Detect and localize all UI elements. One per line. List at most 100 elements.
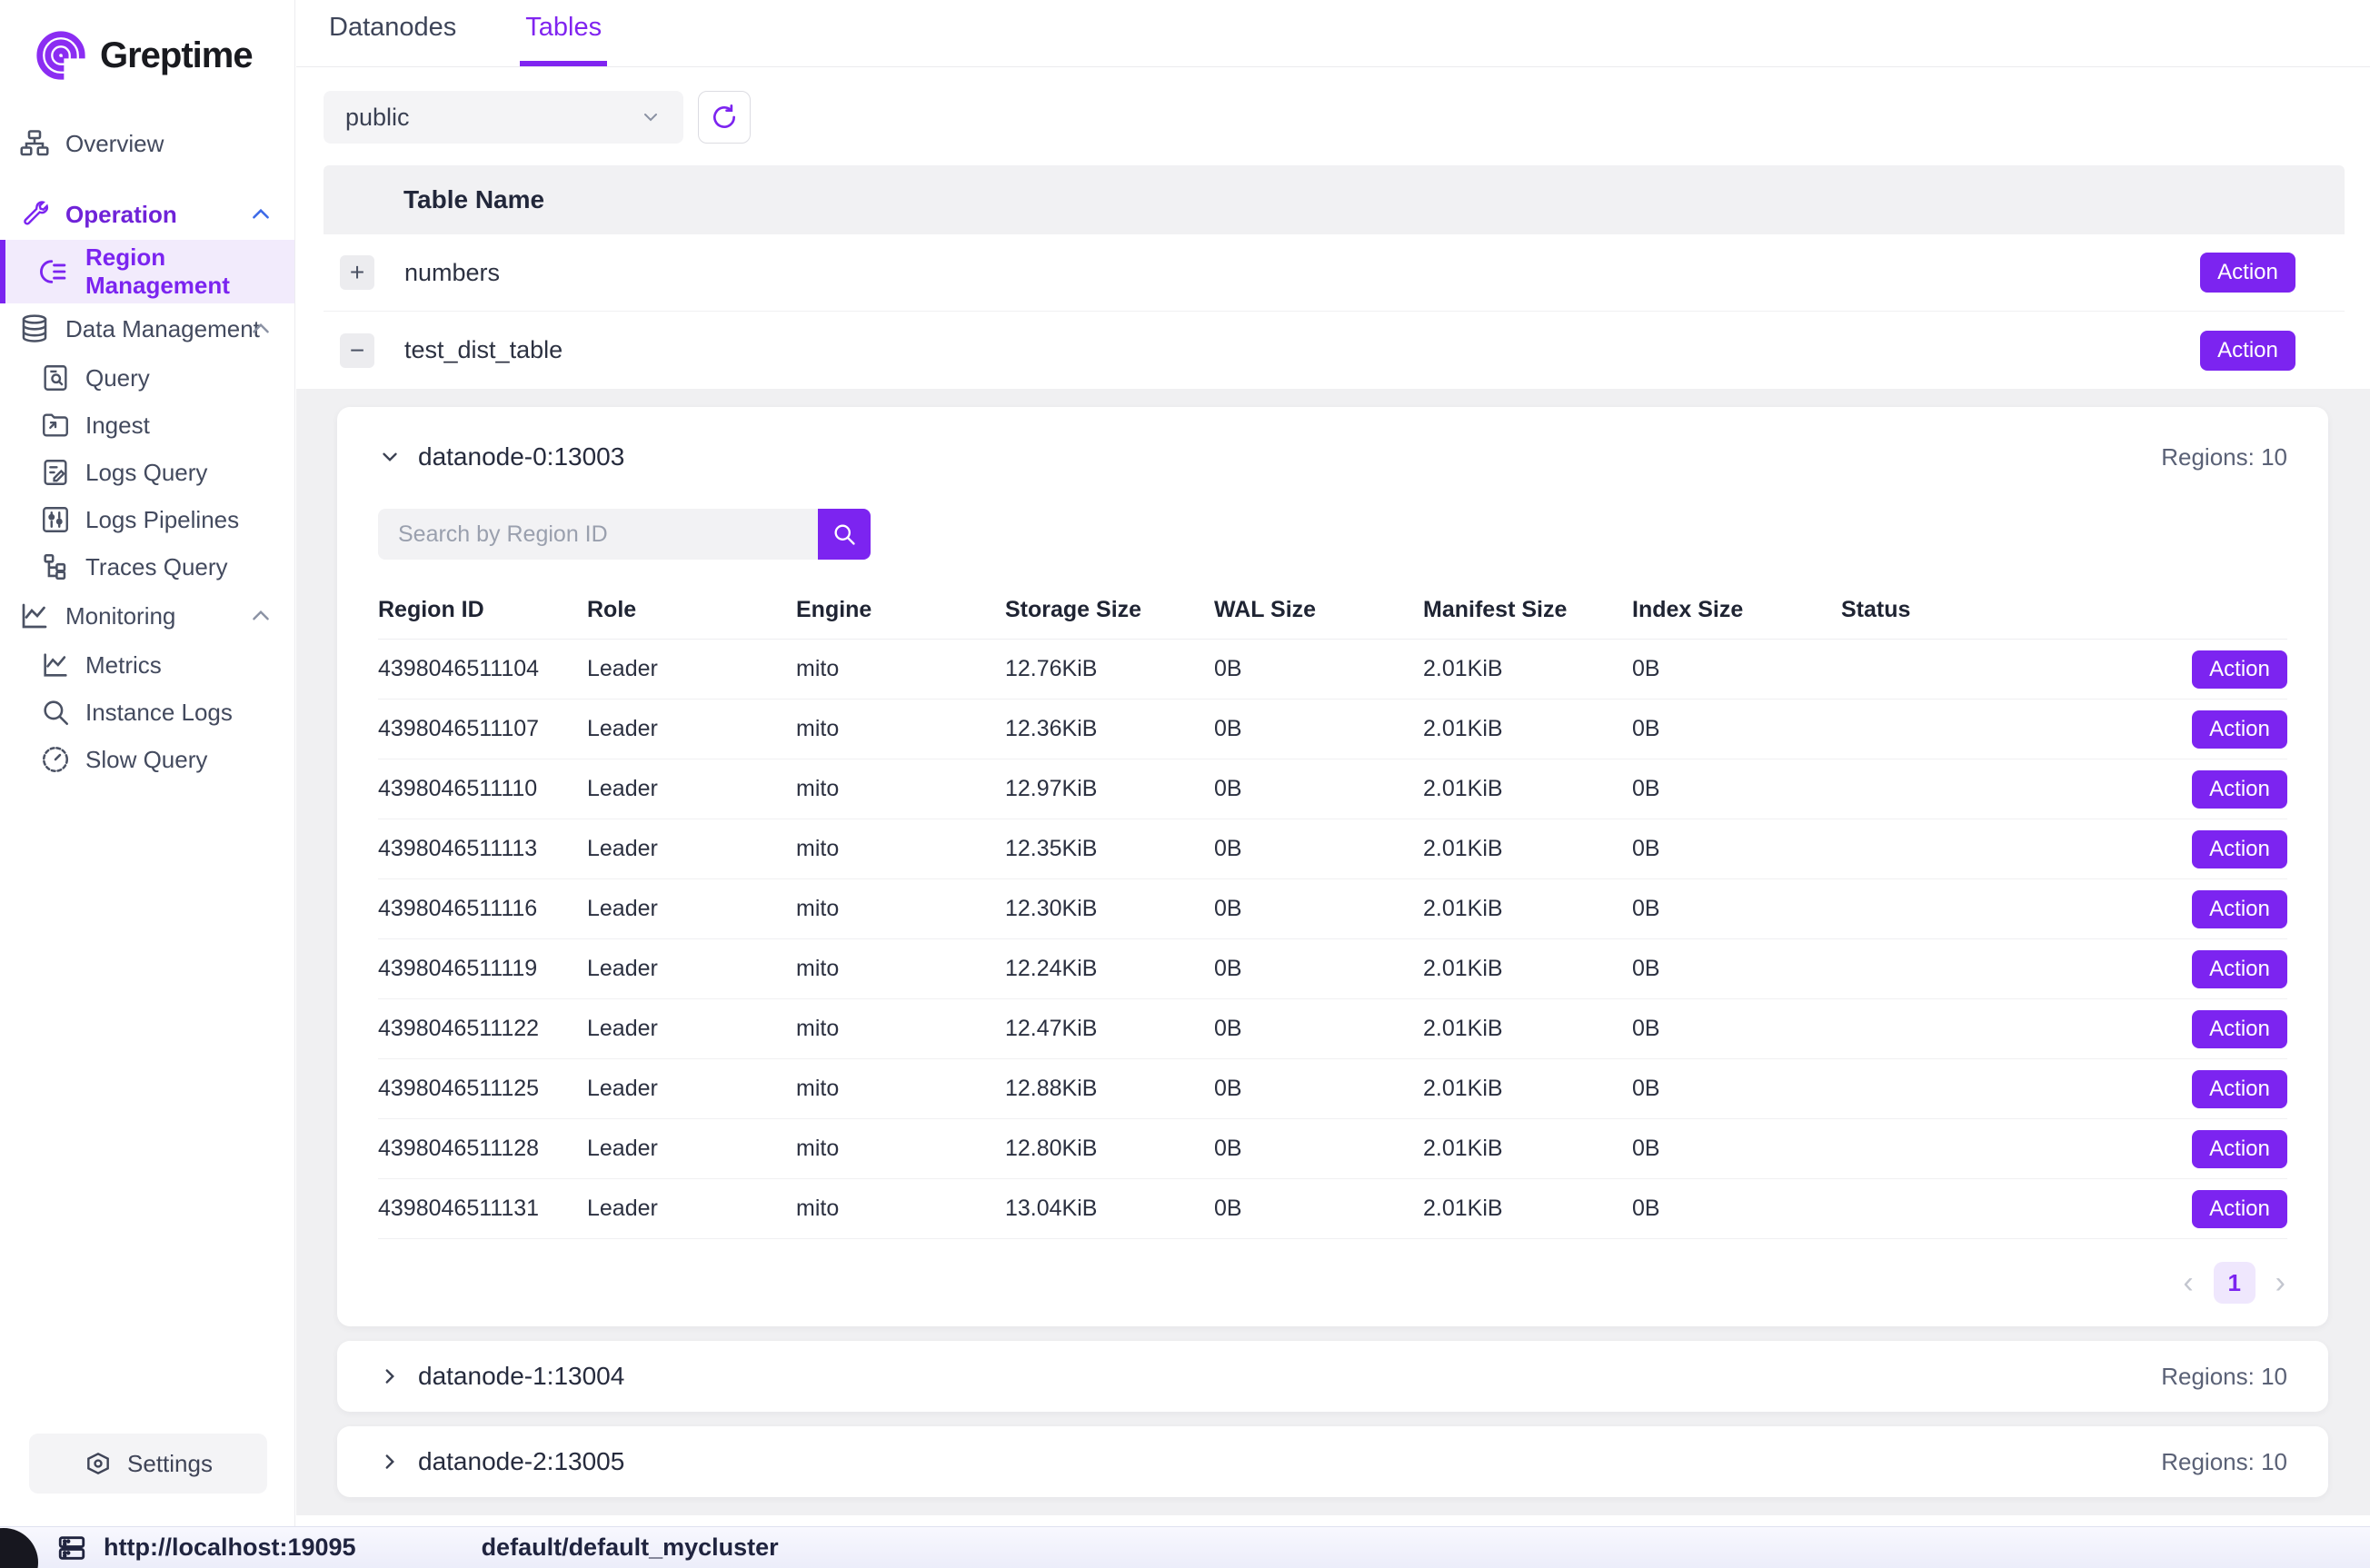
chevron-right-icon[interactable]: ›	[2275, 1265, 2285, 1300]
collapse-minus-icon[interactable]: −	[340, 332, 374, 368]
action-button[interactable]: Action	[2192, 710, 2287, 749]
cell-wal: 0B	[1214, 1196, 1242, 1221]
action-button[interactable]: Action	[2192, 889, 2287, 928]
sidebar-item-label: Instance Logs	[85, 698, 233, 726]
sidebar-item-data-management[interactable]: Data Management	[0, 303, 294, 354]
cell-index: 0B	[1632, 836, 1660, 861]
sidebar-item-operation[interactable]: Operation	[0, 189, 294, 240]
settings-icon	[84, 1449, 113, 1478]
tables-list: Table Name + numbers Action − test_dist_…	[296, 165, 2370, 389]
wrench-icon	[18, 198, 51, 231]
datanode-title: datanode-1:13004	[418, 1362, 625, 1390]
greptime-spiral-icon	[33, 27, 89, 84]
sidebar-item-label: Ingest	[85, 411, 150, 439]
datanode-0-header[interactable]: datanode-0:13003 Regions: 10	[378, 429, 2287, 485]
action-button[interactable]: Action	[2192, 829, 2287, 868]
cell-region-id: 4398046511119	[378, 956, 538, 981]
schema-select[interactable]: public	[324, 91, 683, 144]
datanode-1-card[interactable]: datanode-1:13004 Regions: 10	[337, 1341, 2328, 1412]
col-wal-size: WAL Size	[1214, 597, 1317, 622]
region-row: 4398046511125 Leader mito 12.88KiB 0B 2.…	[378, 1059, 2287, 1119]
action-button[interactable]: Action	[2192, 1009, 2287, 1048]
col-index-size: Index Size	[1632, 597, 1744, 622]
sidebar-item-query[interactable]: Query	[0, 354, 294, 402]
sidebar-item-slow-query[interactable]: Slow Query	[0, 736, 294, 783]
cell-wal: 0B	[1214, 776, 1242, 801]
cell-wal: 0B	[1214, 716, 1242, 741]
col-engine: Engine	[796, 597, 872, 622]
folder-arrow-icon	[40, 410, 71, 441]
chevron-up-icon[interactable]	[249, 317, 273, 341]
cell-wal: 0B	[1214, 896, 1242, 921]
cell-role: Leader	[587, 1196, 658, 1221]
region-row: 4398046511110 Leader mito 12.97KiB 0B 2.…	[378, 759, 2287, 819]
refresh-button[interactable]	[698, 91, 751, 144]
cell-engine: mito	[796, 1136, 840, 1161]
doc-pen-icon	[40, 457, 71, 488]
sidebar-item-region-management[interactable]: Region Management	[0, 240, 294, 303]
tab-tables[interactable]: Tables	[520, 13, 608, 66]
action-button[interactable]: Action	[2192, 1069, 2287, 1108]
action-button[interactable]: Action	[2192, 650, 2287, 689]
region-search-input[interactable]	[378, 509, 818, 560]
action-button[interactable]: Action	[2192, 769, 2287, 809]
refresh-icon	[710, 103, 739, 132]
page-1-button[interactable]: 1	[2213, 1262, 2255, 1304]
cell-role: Leader	[587, 896, 658, 921]
logo-text: Greptime	[100, 35, 254, 75]
cell-role: Leader	[587, 1136, 658, 1161]
cell-index: 0B	[1632, 656, 1660, 681]
datanode-2-card[interactable]: datanode-2:13005 Regions: 10	[337, 1426, 2328, 1497]
region-row: 4398046511113 Leader mito 12.35KiB 0B 2.…	[378, 819, 2287, 879]
sitemap-icon	[18, 127, 51, 160]
sidebar: Greptime Overview Operation	[0, 0, 295, 1526]
sidebar-item-metrics[interactable]: Metrics	[0, 641, 294, 689]
cell-storage: 12.97KiB	[1005, 776, 1098, 801]
cell-index: 0B	[1632, 896, 1660, 921]
action-button[interactable]: Action	[2192, 1189, 2287, 1228]
sidebar-item-label: Metrics	[85, 650, 162, 679]
greptime-logo: Greptime	[0, 0, 294, 94]
metrics-chart-icon	[40, 650, 71, 680]
cell-manifest: 2.01KiB	[1423, 776, 1503, 801]
sidebar-item-monitoring[interactable]: Monitoring	[0, 590, 294, 641]
sidebar-item-traces-query[interactable]: Traces Query	[0, 543, 294, 590]
sidebar-item-logs-pipelines[interactable]: Logs Pipelines	[0, 496, 294, 543]
cell-manifest: 2.01KiB	[1423, 1136, 1503, 1161]
chevron-up-icon[interactable]	[249, 604, 273, 628]
cell-role: Leader	[587, 836, 658, 861]
cell-role: Leader	[587, 1016, 658, 1041]
sidebar-item-instance-logs[interactable]: Instance Logs	[0, 689, 294, 736]
cell-manifest: 2.01KiB	[1423, 956, 1503, 981]
tables-list-bottom: + test_dist_table1 Action	[296, 1515, 2370, 1526]
cell-storage: 12.36KiB	[1005, 716, 1098, 741]
cluster-name: default/default_mycluster	[481, 1533, 779, 1561]
action-button[interactable]: Action	[2200, 330, 2295, 371]
cell-index: 0B	[1632, 1016, 1660, 1041]
action-button[interactable]: Action	[2192, 949, 2287, 988]
expand-plus-icon[interactable]: +	[340, 255, 374, 290]
action-button[interactable]: Action	[2192, 1129, 2287, 1168]
chevron-up-icon[interactable]	[249, 203, 273, 226]
sidebar-item-overview[interactable]: Overview	[0, 118, 294, 169]
cell-storage: 12.76KiB	[1005, 656, 1098, 681]
cell-index: 0B	[1632, 1136, 1660, 1161]
server-url[interactable]: http://localhost:19095	[104, 1533, 356, 1561]
tab-datanodes[interactable]: Datanodes	[329, 13, 457, 42]
cell-storage: 12.80KiB	[1005, 1136, 1098, 1161]
chevron-down-icon	[378, 445, 402, 469]
cell-region-id: 4398046511110	[378, 776, 538, 801]
sidebar-item-label: Traces Query	[85, 552, 228, 581]
cell-region-id: 4398046511116	[378, 896, 538, 921]
sidebar-item-ingest[interactable]: Ingest	[0, 402, 294, 449]
settings-button[interactable]: Settings	[29, 1434, 267, 1494]
region-search-button[interactable]	[818, 509, 871, 560]
sidebar-item-logs-query[interactable]: Logs Query	[0, 449, 294, 496]
cell-region-id: 4398046511125	[378, 1076, 540, 1101]
chevron-right-icon	[378, 1450, 402, 1474]
cell-role: Leader	[587, 956, 658, 981]
chevron-left-icon[interactable]: ‹	[2183, 1265, 2194, 1300]
tree-icon	[40, 551, 71, 582]
action-button[interactable]: Action	[2200, 253, 2295, 293]
cell-region-id: 4398046511128	[378, 1136, 540, 1161]
